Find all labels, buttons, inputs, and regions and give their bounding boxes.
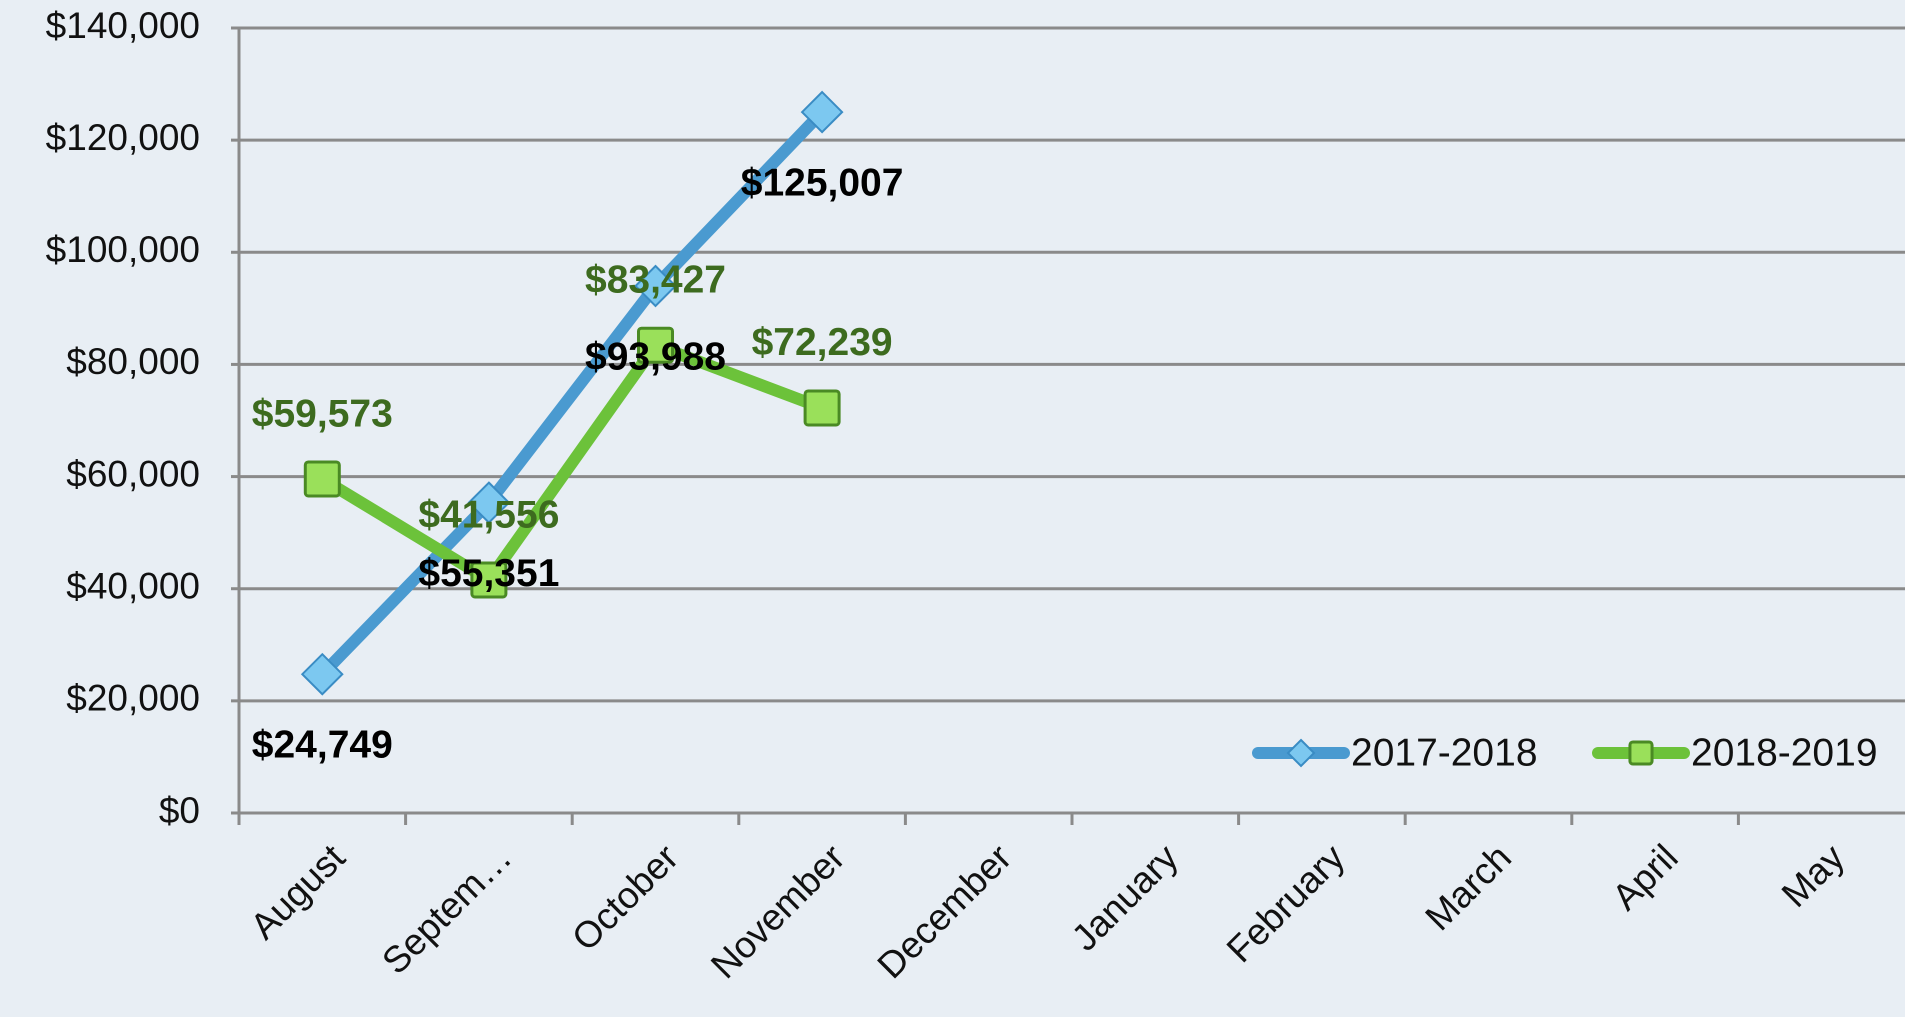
point: [467, 481, 511, 525]
point: [300, 652, 344, 696]
y-tick-label: $20,000: [66, 678, 200, 719]
data-label: $125,007: [741, 161, 904, 204]
data-label: $93,988: [585, 335, 726, 378]
series-line: [317, 107, 827, 679]
data-label: $24,749: [252, 724, 393, 767]
legend-label: 2018-2019: [1691, 731, 1878, 774]
y-tick-label: $40,000: [66, 565, 200, 606]
legend-marker: [1628, 740, 1654, 766]
y-tick-label: $80,000: [66, 341, 200, 382]
data-label: $59,573: [252, 392, 393, 435]
point: [637, 326, 674, 364]
legend-marker: [1286, 738, 1316, 768]
point: [634, 264, 677, 308]
data-label: $72,239: [752, 321, 893, 364]
point: [803, 389, 841, 427]
data-label: $55,351: [418, 552, 559, 595]
y-tick-label: $140,000: [46, 5, 200, 46]
data-label: $83,427: [585, 259, 726, 302]
point: [800, 90, 844, 134]
y-tick-label: $100,000: [46, 229, 200, 270]
data-label: $41,556: [418, 493, 559, 536]
legend-label: 2017-2018: [1351, 731, 1538, 774]
point: [470, 561, 508, 599]
y-tick-label: $0: [159, 790, 200, 831]
point: [303, 460, 341, 498]
y-tick-label: $60,000: [66, 453, 200, 494]
y-tick-label: $120,000: [46, 117, 200, 158]
series-line: [319, 339, 825, 586]
